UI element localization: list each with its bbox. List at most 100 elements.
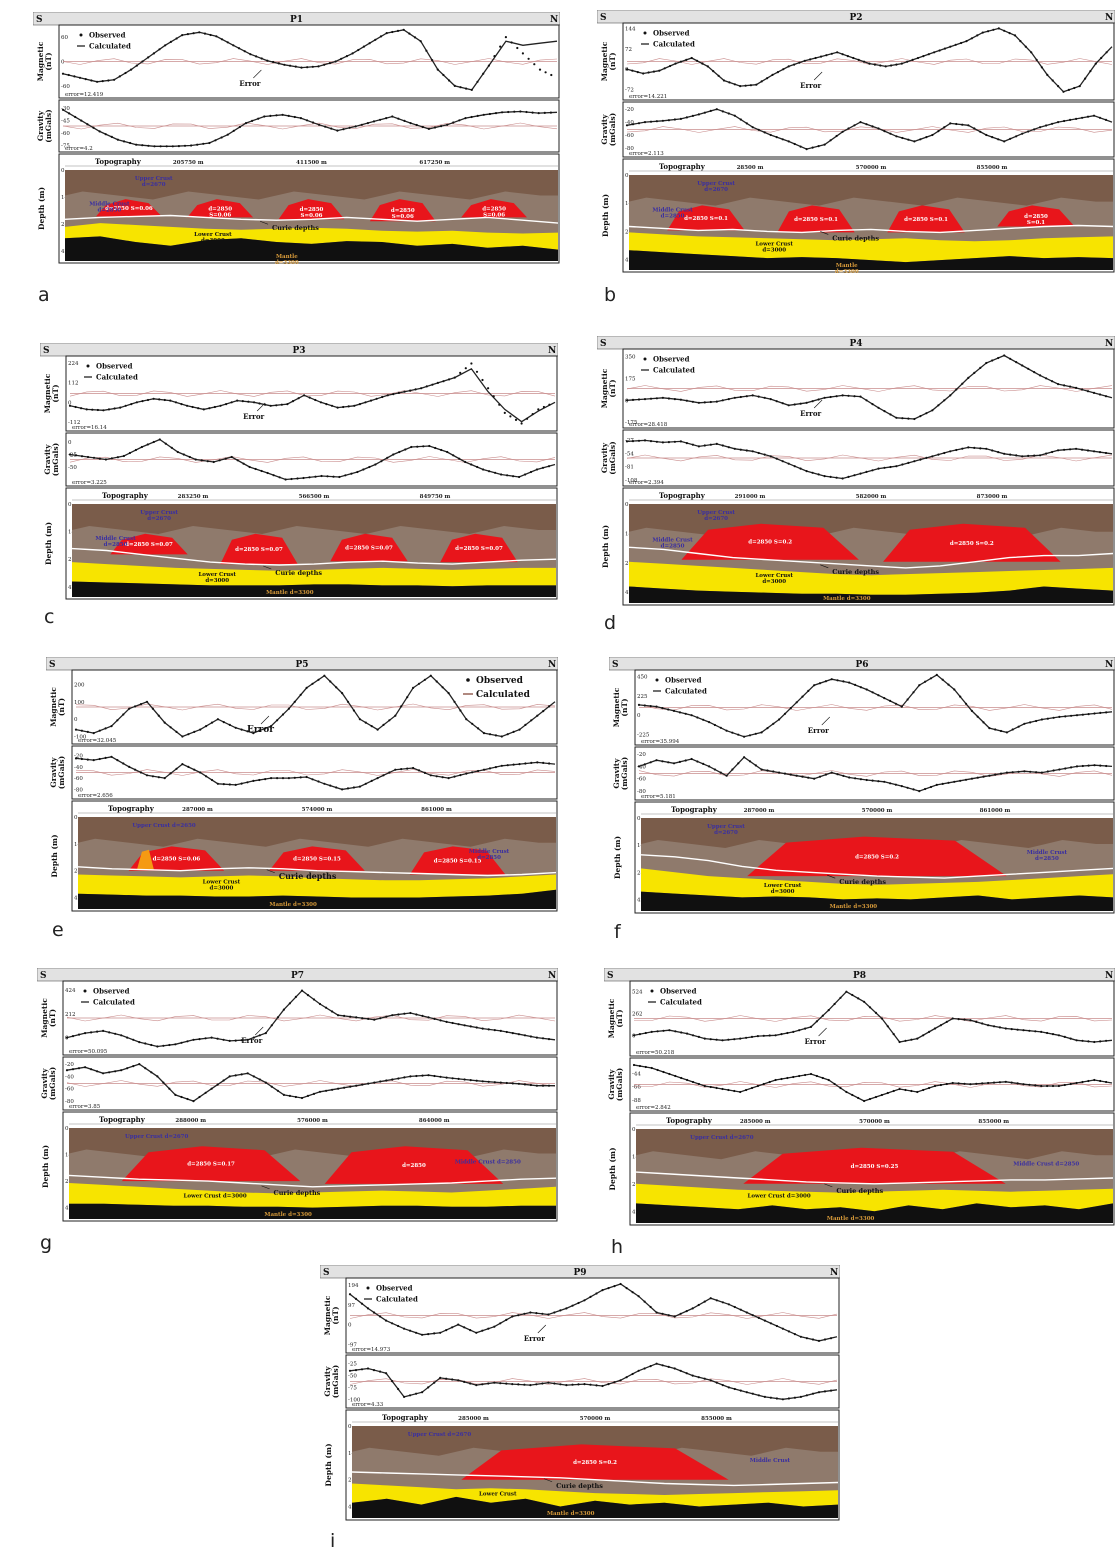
gravity-observed-point — [244, 122, 248, 125]
magnetic-observed-point — [884, 65, 887, 68]
gravity-observed-point — [177, 145, 180, 148]
gravity-observed-point — [959, 779, 962, 782]
gravity-observed-point — [272, 474, 275, 477]
gravity-observed-point — [607, 1383, 610, 1386]
magnetic-observed-point — [739, 1308, 742, 1311]
gravity-observed-point — [649, 1365, 652, 1368]
magnetic-observed-point — [1035, 58, 1038, 62]
magnetic-observed-point — [342, 405, 345, 409]
magnetic-error-value: error=12.419 — [65, 92, 104, 98]
magnetic-observed-point — [78, 76, 82, 79]
magnetic-observed-point — [477, 727, 480, 730]
magnetic-observed-point — [787, 1330, 790, 1333]
magnetic-observed-point — [638, 1033, 641, 1036]
gravity-observed-point — [1058, 768, 1061, 771]
gravity-observed-point — [889, 782, 892, 785]
topography-label: Topography — [95, 157, 142, 166]
curie-depths-label: Curie depths — [839, 878, 886, 886]
gravity-observed-point — [293, 776, 296, 779]
gravity-observed-point — [1009, 137, 1012, 140]
gravity-observed-point — [1098, 451, 1102, 454]
gravity-observed-point — [379, 118, 382, 121]
magnetic-observed-point — [894, 702, 897, 705]
gravity-observed-point — [1009, 453, 1012, 456]
curie-label-leader — [827, 874, 836, 879]
magnetic-observed-point — [425, 385, 428, 388]
depth-tick-label: 0 — [637, 816, 641, 822]
magnetic-observed-point — [979, 366, 982, 369]
magnetic-observed-point — [841, 394, 844, 397]
gravity-observed-point — [475, 1079, 478, 1082]
magnetic-observed-point — [409, 1011, 412, 1015]
magnetic-observed-point — [733, 83, 736, 86]
magnetic-error-curve — [626, 385, 1113, 392]
gravity-observed-point — [691, 443, 694, 446]
upper-crust-label: Upper Crust d=2670 — [697, 510, 735, 522]
north-label: N — [548, 971, 556, 981]
magnetic-error-value: error=14.973 — [352, 1347, 391, 1353]
gravity-observed-point — [481, 1383, 484, 1386]
gravity-observed-point — [836, 773, 839, 776]
legend-observed-label: Observed — [96, 362, 133, 371]
magnetic-observed-point — [1064, 715, 1067, 718]
curie-body — [461, 1444, 729, 1480]
magnetic-observed-point — [102, 1029, 105, 1032]
magnetic-observed-point — [750, 1035, 754, 1038]
magnetic-observed-point — [981, 31, 984, 34]
gravity-observed-point — [817, 473, 820, 476]
magnetic-observed-point — [442, 73, 445, 77]
magnetic-observed-point — [1099, 1040, 1102, 1043]
gravity-observed-point — [190, 144, 193, 147]
gravity-observed-point — [739, 1090, 742, 1094]
gravity-observed-point — [447, 777, 450, 780]
magnetic-observed-point — [122, 713, 125, 716]
magnetic-observed-point — [975, 1020, 978, 1023]
gravity-observed-point — [886, 1091, 889, 1095]
gravity-observed-point — [252, 1075, 255, 1078]
magnetic-observed-point — [725, 729, 728, 732]
magnetic-observed-point — [246, 730, 249, 733]
magnetic-observed-point — [294, 65, 297, 68]
magnetic-observed-point — [216, 1037, 219, 1040]
curie-label-leader — [820, 231, 829, 235]
magnetic-observed-point — [249, 53, 252, 56]
gravity-tick-label: -81 — [625, 465, 634, 471]
magnetic-observed-point — [1093, 1040, 1096, 1044]
magnetic-observed-point — [775, 1324, 778, 1328]
magnetic-observed-point — [697, 1303, 700, 1307]
gravity-observed-point — [482, 113, 485, 116]
panel-letter-i: i — [330, 1530, 336, 1552]
depth-x-tick-label: 576000 m — [297, 1118, 328, 1124]
profile-p2: SNP2Magnetic(nT)144720-72error=14.221Gra… — [597, 10, 1115, 273]
magnetic-observed-point — [637, 703, 641, 706]
gravity-observed-point — [805, 1394, 808, 1397]
gravity-observed-point — [141, 144, 144, 147]
magnetic-observed-point — [138, 1041, 141, 1044]
magnetic-axis-label: Magnetic(nT) — [612, 687, 629, 727]
lower-crust-label: Lower Crust d=3000 — [203, 879, 241, 891]
magnetic-observed-point — [772, 722, 775, 725]
gravity-observed-points — [348, 1362, 833, 1401]
profile-svg: SNP4Magnetic(nT)3501750-175error=28.418G… — [597, 336, 1115, 606]
magnetic-observed-point — [1028, 1029, 1031, 1032]
magnetic-observed-point — [234, 726, 237, 729]
gravity-observed-point — [180, 1095, 183, 1099]
magnetic-observed-point — [674, 62, 677, 65]
magnetic-error-curve — [638, 704, 1113, 711]
magnetic-observed-point — [527, 57, 530, 60]
magnetic-observed-point — [98, 729, 101, 732]
gravity-observed-point — [1093, 1078, 1096, 1082]
magnetic-observed-point — [379, 1315, 382, 1318]
gravity-observed-point — [434, 446, 437, 450]
magnetic-observed-point — [933, 1027, 937, 1030]
gravity-observed-point — [709, 443, 712, 446]
curie-depth-line — [351, 1471, 839, 1487]
gravity-observed-point — [524, 473, 527, 476]
magnetic-observed-point — [696, 59, 699, 62]
magnetic-observed-point — [745, 1311, 748, 1314]
gravity-calculated-line — [638, 756, 1113, 792]
gravity-observed-point — [409, 1075, 412, 1078]
magnetic-observed-point — [571, 1304, 574, 1307]
magnetic-observed-point — [583, 1299, 586, 1302]
mantle-label: Mantle d=3300 — [835, 263, 859, 273]
